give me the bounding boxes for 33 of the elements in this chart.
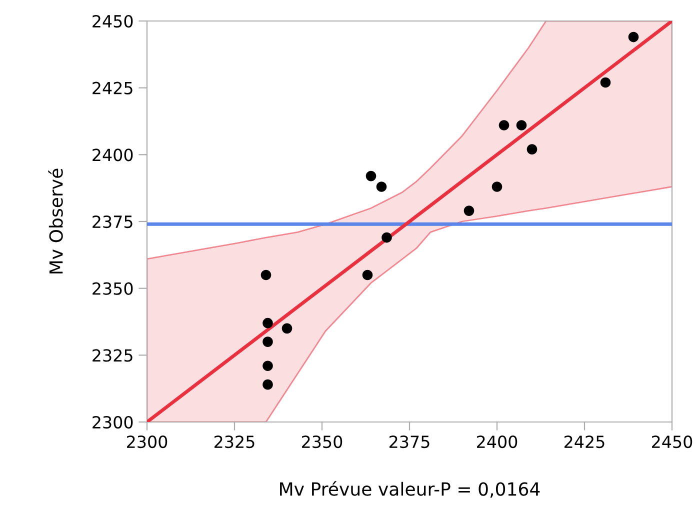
point: [366, 170, 376, 182]
y-tick-label: 2450: [92, 14, 133, 28]
x-tick-label: 2400: [477, 435, 518, 448]
point: [260, 270, 272, 280]
x-tick-label: 2425: [564, 435, 604, 448]
x-axis-title: Mv Prévue valeur-P = 0,0164: [280, 481, 540, 498]
point: [526, 144, 538, 154]
point: [382, 232, 392, 243]
point: [464, 206, 474, 216]
y-axis-title: Mv Observé: [48, 168, 63, 274]
y-tick-label: 2350: [92, 282, 133, 295]
point: [362, 270, 373, 280]
point: [262, 379, 273, 390]
x-tick-label: 2300: [127, 435, 168, 448]
x-tick-label: 2450: [652, 435, 692, 448]
y-tick-label: 2400: [92, 148, 133, 162]
point: [628, 32, 639, 42]
y-tick-label: 2375: [92, 215, 132, 228]
point: [282, 323, 292, 334]
point: [262, 318, 273, 328]
point: [492, 182, 502, 192]
point: [376, 182, 387, 192]
y-tick-label: 2325: [92, 349, 132, 362]
point: [498, 120, 510, 130]
point: [262, 360, 273, 372]
x-tick-label: 2375: [390, 435, 430, 448]
point: [262, 336, 273, 347]
x-tick-label: 2325: [214, 435, 254, 448]
point: [600, 77, 611, 88]
x-tick-label: 2350: [302, 435, 342, 448]
y-tick-label: 2425: [92, 82, 132, 94]
y-tick-label: 2300: [92, 416, 133, 429]
point: [516, 120, 527, 130]
